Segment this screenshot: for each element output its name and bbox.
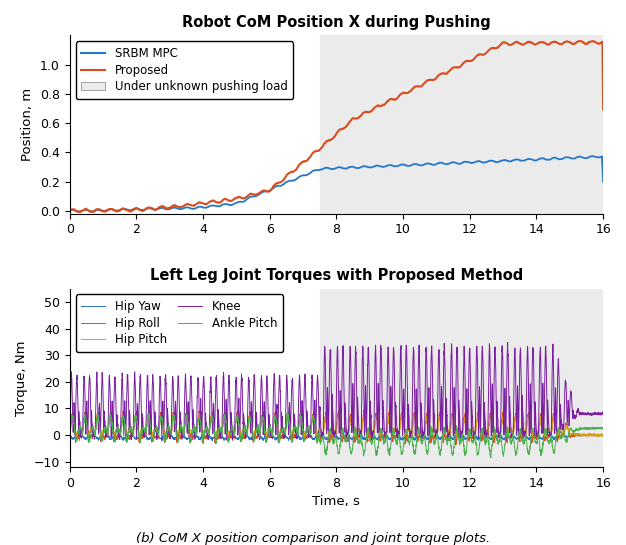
Hip Yaw	[481, 427, 488, 434]
Ankle Pitch	[481, 438, 488, 444]
Line: Ankle Pitch: Ankle Pitch	[69, 413, 603, 458]
Legend: SRBM MPC, Proposed, Under unknown pushing load: SRBM MPC, Proposed, Under unknown pushin…	[76, 41, 294, 99]
Line: Hip Pitch: Hip Pitch	[69, 414, 603, 438]
Hip Yaw	[599, 432, 607, 438]
Hip Roll	[262, 439, 270, 446]
Knee	[488, 401, 496, 407]
Hip Roll	[360, 407, 367, 413]
Hip Pitch	[599, 432, 607, 438]
Bar	[320, 289, 603, 467]
Knee	[504, 340, 511, 346]
Knee	[481, 401, 488, 408]
Knee	[239, 410, 247, 416]
Hip Pitch	[403, 429, 410, 436]
Hip Yaw	[403, 429, 411, 436]
Knee	[599, 411, 607, 417]
Hip Roll	[599, 432, 607, 439]
Hip Pitch	[481, 426, 488, 433]
Hip Roll	[403, 433, 410, 439]
Y-axis label: Position, m: Position, m	[21, 88, 34, 161]
Hip Yaw	[239, 429, 247, 435]
Hip Yaw	[263, 432, 270, 438]
Hip Yaw	[488, 434, 496, 441]
X-axis label: Time, s: Time, s	[312, 495, 361, 508]
Knee	[66, 431, 73, 438]
Hip Yaw	[266, 426, 274, 432]
Knee	[424, 425, 432, 432]
Ankle Pitch	[284, 410, 291, 416]
Hip Roll	[452, 441, 459, 448]
Bar	[320, 35, 603, 214]
Line: Knee: Knee	[69, 343, 603, 441]
Hip Roll	[424, 413, 432, 420]
Hip Pitch	[66, 432, 73, 438]
Line: Hip Yaw: Hip Yaw	[69, 429, 603, 441]
Ankle Pitch	[488, 442, 496, 449]
Ankle Pitch	[599, 426, 607, 432]
Knee	[263, 383, 270, 389]
Text: (b) CoM X position comparison and joint torque plots.: (b) CoM X position comparison and joint …	[136, 532, 490, 545]
Ankle Pitch	[262, 436, 270, 443]
Hip Yaw	[424, 434, 432, 441]
Knee	[403, 348, 410, 355]
Hip Roll	[66, 432, 73, 439]
Hip Yaw	[66, 432, 73, 439]
Legend: Hip Yaw, Hip Roll, Hip Pitch, Knee, Ankle Pitch: Hip Yaw, Hip Roll, Hip Pitch, Knee, Ankl…	[76, 294, 283, 353]
Hip Roll	[488, 416, 496, 423]
Y-axis label: Torque, Nm: Torque, Nm	[15, 340, 28, 415]
Hip Pitch	[424, 410, 431, 417]
Hip Roll	[481, 431, 488, 438]
Hip Roll	[239, 434, 247, 440]
Hip Pitch	[263, 431, 270, 437]
Ankle Pitch	[403, 428, 410, 434]
Hip Pitch	[424, 413, 432, 420]
Hip Pitch	[488, 417, 496, 424]
Ankle Pitch	[239, 433, 247, 440]
Ankle Pitch	[424, 447, 432, 453]
Hip Pitch	[239, 426, 247, 432]
Line: Hip Roll: Hip Roll	[69, 410, 603, 445]
Hip Pitch	[148, 434, 156, 441]
Title: Left Leg Joint Torques with Proposed Method: Left Leg Joint Torques with Proposed Met…	[150, 268, 523, 283]
Knee	[158, 438, 166, 445]
Title: Robot CoM Position X during Pushing: Robot CoM Position X during Pushing	[182, 15, 491, 30]
Ankle Pitch	[66, 431, 73, 437]
Ankle Pitch	[487, 455, 495, 461]
Hip Yaw	[208, 438, 216, 444]
